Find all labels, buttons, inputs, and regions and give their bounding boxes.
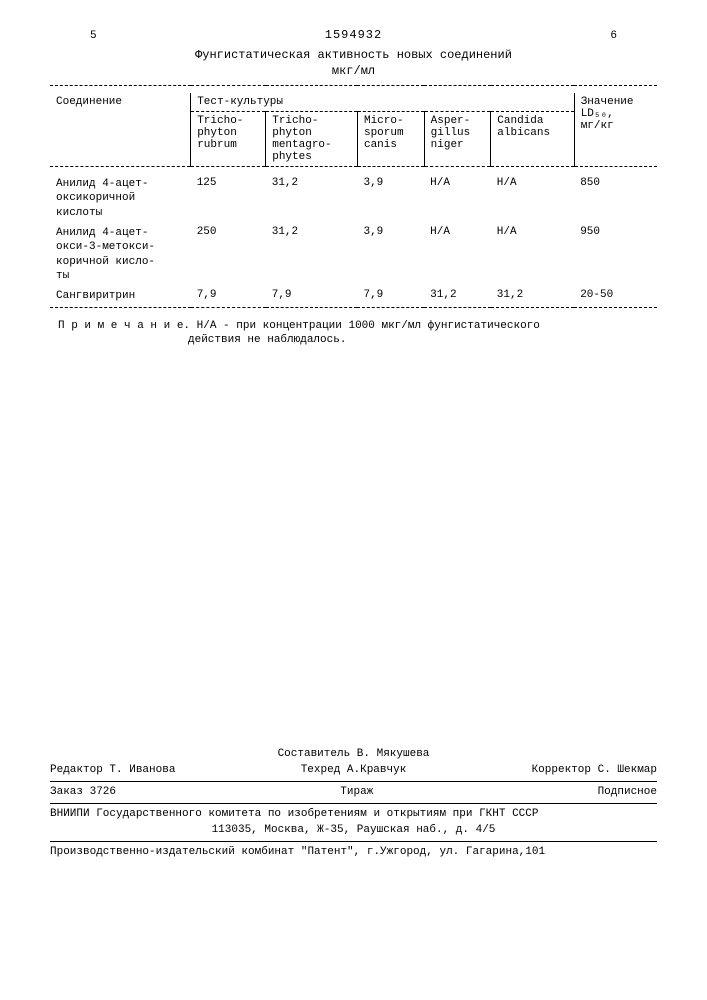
footer-publisher: Производственно-издательский комбинат "П… — [50, 845, 657, 860]
cell-v1: 7,9 — [191, 286, 266, 307]
cell-ld: 20-50 — [574, 286, 657, 307]
data-table: Соединение Тест-культуры Значение LD₅₀, … — [50, 85, 657, 314]
cell-compound: Анилид 4-ацет- окси-3-метокси- коричной … — [50, 223, 191, 286]
cell-v5: 31,2 — [491, 286, 574, 307]
cell-v1: 125 — [191, 174, 266, 223]
cell-v4: Н/А — [424, 223, 491, 286]
col-compound: Соединение — [50, 93, 191, 167]
footer-tech: Техред А.Кравчук — [301, 763, 407, 778]
cell-v5: Н/А — [491, 174, 574, 223]
cell-ld: 950 — [574, 223, 657, 286]
footer-corrector: Корректор С. Шекмар — [532, 763, 657, 778]
cell-compound: Анилид 4-ацет- оксикоричной кислоты — [50, 174, 191, 223]
title-line2: мкг/мл — [50, 64, 657, 80]
cell-ld: 850 — [574, 174, 657, 223]
note-label: П р и м е ч а н и е. — [58, 320, 190, 332]
col-group: Тест-культуры — [191, 93, 575, 112]
cell-v4: Н/А — [424, 174, 491, 223]
footer-order: Заказ 3726 — [50, 785, 116, 800]
table-row: Сангвиритрин 7,9 7,9 7,9 31,2 31,2 20-50 — [50, 286, 657, 307]
table-row: Анилид 4-ацет- оксикоричной кислоты 125 … — [50, 174, 657, 223]
cell-v4: 31,2 — [424, 286, 491, 307]
col-c4: Asper- gillus niger — [424, 112, 491, 167]
cell-v2: 31,2 — [266, 223, 358, 286]
footer-compiler: Составитель В. Мякушева — [50, 747, 657, 762]
note: П р и м е ч а н и е. Н/А - при концентра… — [50, 319, 657, 348]
note-text1: Н/А - при концентрации 1000 мкг/мл фунги… — [197, 320, 540, 332]
table-row: Анилид 4-ацет- окси-3-метокси- коричной … — [50, 223, 657, 286]
col-c1: Tricho- phyton rubrum — [191, 112, 266, 167]
col-c2: Tricho- phyton mentagro- phytes — [266, 112, 358, 167]
col-ld: Значение LD₅₀, мг/кг — [574, 93, 657, 167]
col-c3: Micro- sporum canis — [357, 112, 424, 167]
note-text2: действия не наблюдалось. — [58, 334, 346, 346]
cell-v5: Н/А — [491, 223, 574, 286]
cell-v1: 250 — [191, 223, 266, 286]
footer-org2: 113035, Москва, Ж-35, Раушская наб., д. … — [50, 823, 657, 838]
footer-tirazh: Тираж — [340, 785, 373, 800]
cell-v2: 31,2 — [266, 174, 358, 223]
cell-v3: 3,9 — [357, 174, 424, 223]
footer-org1: ВНИИПИ Государственного комитета по изоб… — [50, 807, 657, 822]
cell-v2: 7,9 — [266, 286, 358, 307]
cell-v3: 7,9 — [357, 286, 424, 307]
footer-subscribe: Подписное — [598, 785, 657, 800]
title-line1: Фунгистатическая активность новых соедин… — [50, 48, 657, 64]
cell-v3: 3,9 — [357, 223, 424, 286]
col-c5: Candida albicans — [491, 112, 574, 167]
page-right: 6 — [610, 30, 617, 42]
patent-number: 1594932 — [50, 28, 657, 42]
cell-compound: Сангвиритрин — [50, 286, 191, 307]
page-left: 5 — [90, 30, 97, 42]
footer: Составитель В. Мякушева Редактор Т. Иван… — [50, 747, 657, 860]
footer-editor: Редактор Т. Иванова — [50, 763, 175, 778]
